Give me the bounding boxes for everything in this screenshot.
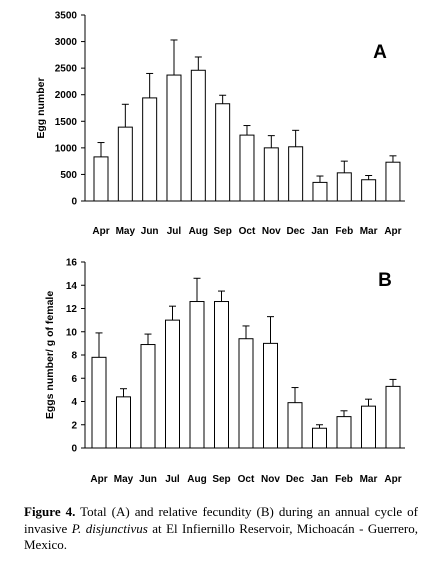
bar-b	[336, 416, 352, 449]
y-tick-label-b: 14	[66, 281, 78, 292]
x-tick-label-b: Jan	[311, 474, 328, 485]
x-tick-label-b: Sep	[212, 474, 230, 485]
bar-a	[312, 181, 328, 202]
y-tick-label-a: 500	[60, 170, 77, 181]
x-tick-label-a: Aug	[189, 226, 208, 237]
bar-b	[165, 319, 180, 449]
y-axis-label-a: Egg number	[35, 77, 47, 138]
x-tick-label-a: Apr	[384, 226, 401, 237]
y-tick-label-a: 2000	[55, 90, 78, 101]
bar-b	[238, 338, 254, 449]
y-axis-label-b: Eggs number/ g of female	[44, 291, 56, 420]
y-tick-label-b: 12	[66, 304, 78, 315]
y-tick-label-b: 16	[66, 258, 78, 269]
bar-a	[361, 179, 377, 202]
x-tick-label-b: Aug	[187, 474, 206, 485]
caption-species: P. disjunctivus	[71, 520, 148, 536]
bar-a	[142, 97, 158, 202]
bar-a	[239, 134, 255, 202]
x-tick-label-a: Jan	[311, 226, 328, 237]
y-tick-label-b: 4	[71, 397, 77, 408]
x-tick-label-b: Feb	[335, 474, 353, 485]
bar-a	[263, 147, 279, 202]
x-tick-label-a: Sep	[213, 226, 231, 237]
bar-a	[336, 172, 352, 202]
bar-b	[140, 344, 156, 449]
bar-a	[190, 69, 206, 202]
x-tick-label-a: Mar	[360, 226, 378, 237]
bar-b	[214, 301, 229, 449]
x-tick-label-a: May	[116, 226, 136, 237]
x-tick-label-a: Jul	[167, 226, 182, 237]
x-tick-label-b: Jul	[165, 474, 180, 485]
chart-b: 0 2 4 6 8 10 12 14 16 Apr May Jun Jul Aug Sep Oct Nov Dec…	[44, 258, 405, 485]
x-tick-label-b: Nov	[261, 474, 280, 485]
bar-b	[116, 396, 131, 449]
y-tick-label-a: 1500	[55, 117, 78, 128]
y-tick-label-b: 2	[71, 420, 77, 431]
y-tick-label-a: 2500	[55, 64, 78, 75]
bar-b	[385, 385, 401, 449]
bar-b	[287, 402, 303, 449]
bar-a	[166, 74, 182, 202]
y-tick-label-b: 0	[71, 444, 77, 455]
x-tick-label-b: Mar	[360, 474, 378, 485]
y-tick-label-a: 1000	[55, 143, 78, 154]
x-tick-label-a: Jun	[141, 226, 159, 237]
figure-caption: Figure 4. Total (A) and relative fecundi…	[24, 504, 418, 554]
x-tick-label-a: Feb	[335, 226, 353, 237]
x-tick-label-b: Jun	[139, 474, 157, 485]
x-tick-label-a: Oct	[239, 226, 256, 237]
chart-a: 0 500 1000 1500 2000 2500 3000 3500 Apr May Jun Jul…	[35, 11, 405, 237]
bar-b	[361, 405, 376, 449]
x-tick-label-a: Nov	[262, 226, 281, 237]
caption-text-before: Total (A) and relative fecundity (B) dur…	[24, 504, 418, 536]
x-tick-label-b: Oct	[238, 474, 255, 485]
bar-b	[91, 356, 107, 449]
bar-a	[288, 146, 304, 202]
y-tick-label-b: 8	[71, 351, 77, 362]
bar-a	[385, 161, 401, 202]
bar-b	[189, 301, 205, 449]
y-tick-label-a: 0	[71, 197, 77, 208]
y-tick-label-a: 3000	[55, 37, 78, 48]
bar-a	[117, 126, 133, 202]
x-tick-label-b: Apr	[384, 474, 401, 485]
bar-a	[93, 156, 109, 202]
x-tick-label-a: Dec	[286, 226, 305, 237]
y-tick-label-b: 6	[71, 374, 77, 385]
bar-b	[312, 427, 327, 449]
x-tick-label-b: Dec	[286, 474, 305, 485]
y-tick-label-a: 3500	[55, 11, 78, 22]
y-tick-label-b: 10	[66, 327, 78, 338]
caption-text-after: at El Infiernillo Reservoir, Michoacán -…	[24, 520, 419, 553]
bar-b	[263, 342, 278, 449]
bar-a	[215, 103, 231, 202]
x-tick-label-a: Apr	[92, 226, 109, 237]
x-tick-label-b: Apr	[90, 474, 107, 485]
panel-label-a: A	[373, 42, 387, 63]
panel-label-b: B	[378, 270, 392, 291]
x-tick-label-b: May	[114, 474, 134, 485]
caption-label: Figure 4.	[24, 504, 76, 519]
